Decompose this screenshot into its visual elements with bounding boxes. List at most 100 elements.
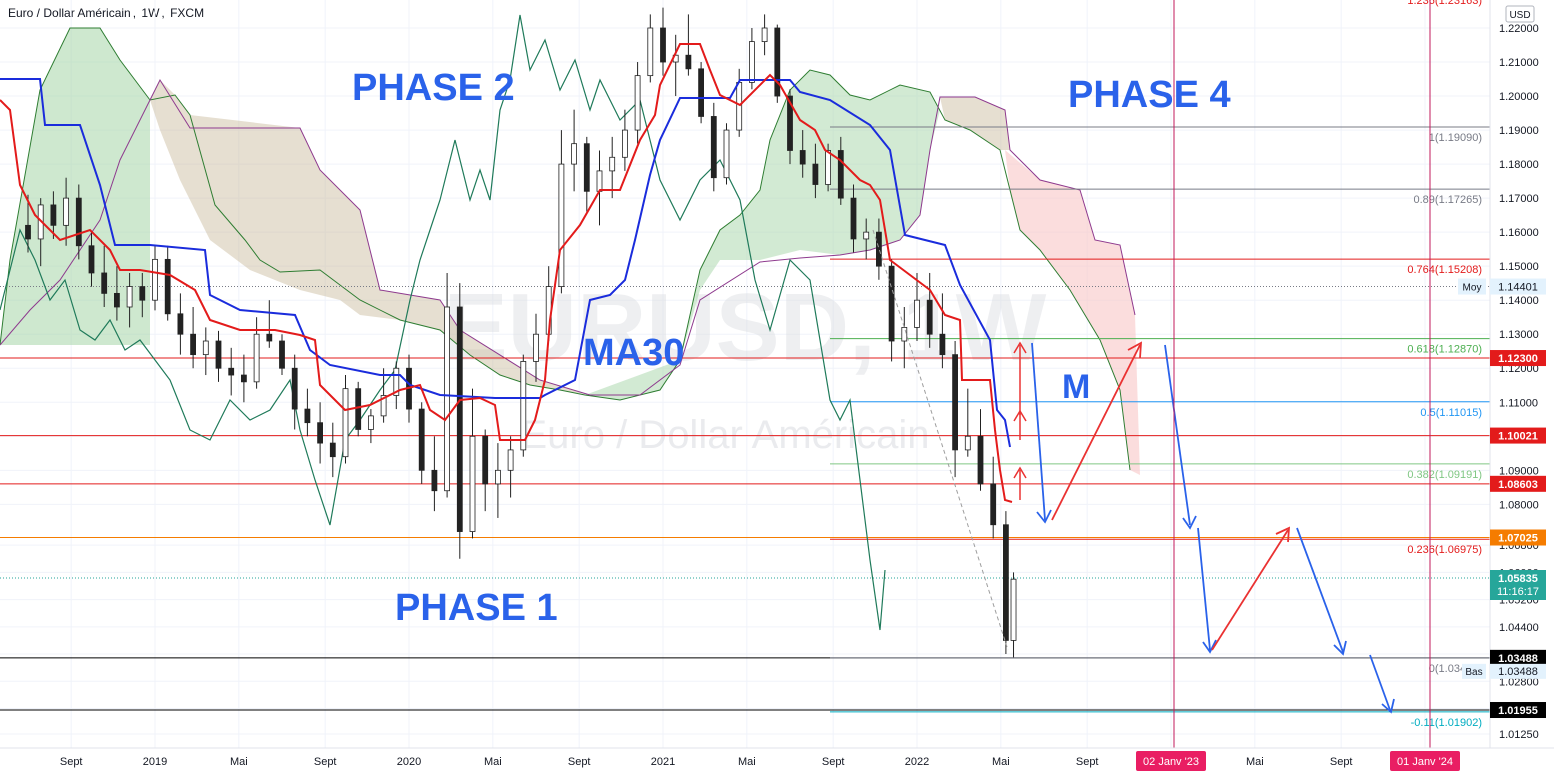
price-tick-label: 1.08000 xyxy=(1499,499,1539,511)
moy-tag xyxy=(1458,278,1486,295)
last-price-label: 1.05835 xyxy=(1498,573,1538,585)
time-axis-bg xyxy=(0,748,1554,775)
candle-body xyxy=(812,163,819,185)
candle-body xyxy=(622,129,628,158)
price-axis-bg xyxy=(1490,0,1554,748)
moy-badge xyxy=(1490,278,1546,295)
arrow-red-2-head xyxy=(1275,526,1291,543)
last-price-badge xyxy=(1490,569,1546,600)
phase1-label: PHASE 1 xyxy=(395,587,558,629)
candle-body xyxy=(774,27,781,97)
price-tick-label: 1.16000 xyxy=(1499,227,1539,239)
price-tick-label: 1.21000 xyxy=(1499,57,1539,69)
fib-label: 0.618(1.12870) xyxy=(1407,344,1482,356)
price-tick-label: 1.12000 xyxy=(1499,363,1539,375)
candle-body xyxy=(761,27,768,43)
time-tick-label: Mai xyxy=(1246,756,1264,768)
candle-body xyxy=(609,156,616,172)
price-tick-label: 1.14000 xyxy=(1499,295,1539,307)
currency-badge: USD xyxy=(1509,10,1530,21)
price-axis[interactable]: 1.012501.020001.028001.036001.044001.052… xyxy=(1489,0,1554,748)
arrow-blue-4-head xyxy=(1333,640,1347,656)
time-tick-label: 2022 xyxy=(905,756,929,768)
candle-body xyxy=(863,231,870,240)
price-badge-label: 1.12300 xyxy=(1498,353,1538,365)
time-tick-label: 2019 xyxy=(143,756,167,768)
price-badge xyxy=(1490,702,1546,719)
arrow-blue-3-head xyxy=(1202,639,1217,654)
candle-body xyxy=(952,354,958,451)
candle-body xyxy=(558,163,565,287)
watermark-name: Euro / Dollar Américain xyxy=(520,413,929,457)
arrow-blue-5-head xyxy=(1381,698,1395,714)
ma30-blue-line xyxy=(0,78,1011,448)
candle-body xyxy=(787,95,793,151)
price-badge xyxy=(1490,529,1546,546)
candle-body xyxy=(749,41,755,83)
candle-body xyxy=(964,435,971,451)
fib-label: 0.382(1.09191) xyxy=(1407,469,1482,481)
candle-body xyxy=(342,388,349,458)
candle-body xyxy=(596,170,603,192)
price-tick-label: 1.17000 xyxy=(1499,193,1539,205)
price-tick-label: 1.19000 xyxy=(1499,125,1539,137)
candle-body xyxy=(240,374,247,383)
cloud-tan-left xyxy=(150,80,590,395)
candle-body xyxy=(888,265,895,342)
candle-body xyxy=(152,258,158,301)
time-tick-badge xyxy=(1136,751,1206,771)
arrow-red-1-head xyxy=(1127,341,1143,359)
price-tick-label: 1.13000 xyxy=(1499,329,1539,341)
candle-body xyxy=(75,197,82,247)
time-tick-label: Mai xyxy=(230,756,248,768)
ichimoku-clouds xyxy=(0,27,1140,475)
year-markers xyxy=(1173,0,1431,748)
moving-averages xyxy=(0,43,1013,503)
price-tick-label: 1.04400 xyxy=(1499,622,1539,634)
price-badge-label: 1.01955 xyxy=(1498,705,1538,717)
time-axis[interactable]: Sept 2019 Mai Sept 2020 Mai Sept 2021 Mai Sept 202… xyxy=(0,747,1554,775)
fib-label: 0.89(1.17265) xyxy=(1414,194,1483,206)
cloud-tan-right xyxy=(940,97,1010,150)
candle-body xyxy=(126,286,133,308)
arrow-blue-2 xyxy=(1164,344,1191,526)
candle-body xyxy=(647,27,654,77)
candle-body xyxy=(571,143,577,165)
price-tick-label: 1.09000 xyxy=(1499,465,1539,477)
price-tick-label: 1.22000 xyxy=(1499,23,1539,35)
candle-body xyxy=(380,395,387,417)
time-tick-label: Mai xyxy=(484,756,502,768)
fib-label: -0.11(1.01902) xyxy=(1411,717,1482,729)
time-tick-label: 2020 xyxy=(397,756,421,768)
candle-body xyxy=(253,333,260,383)
candle-body xyxy=(266,333,273,342)
phase-labels: PHASE 1 PHASE 2 PHASE 4 MA30 M xyxy=(352,67,1231,629)
candle-body xyxy=(825,150,831,185)
candle-body xyxy=(367,415,374,430)
candle-body xyxy=(914,299,920,328)
candle-body xyxy=(304,408,311,424)
time-axis-labels: Sept 2019 Mai Sept 2020 Mai Sept 2021 Mai Sept 202… xyxy=(60,751,1460,771)
candle-body xyxy=(25,224,31,240)
time-tick-label: Sept xyxy=(822,756,845,768)
exchange: FXCM xyxy=(170,6,205,20)
price-badge xyxy=(1490,649,1546,666)
candle-body xyxy=(114,292,120,308)
cloud-green-mid xyxy=(585,70,940,400)
candle-body xyxy=(355,388,362,430)
time-tick-label: 2021 xyxy=(651,756,675,768)
arrow-blue-4 xyxy=(1296,527,1344,653)
candle-body xyxy=(393,367,400,396)
time-tick-label: 02 Janv '23 xyxy=(1143,756,1199,768)
candle-body xyxy=(723,129,730,179)
candle-body xyxy=(177,313,184,335)
lagging-line xyxy=(0,14,886,631)
candle-body xyxy=(698,68,704,117)
moy-badge-label: 1.14401 xyxy=(1498,282,1538,294)
candle-body xyxy=(418,408,425,471)
candle-body xyxy=(685,54,692,70)
price-badge-label: 1.08603 xyxy=(1498,479,1538,491)
candle-body xyxy=(926,299,933,335)
candle-body xyxy=(494,469,501,485)
